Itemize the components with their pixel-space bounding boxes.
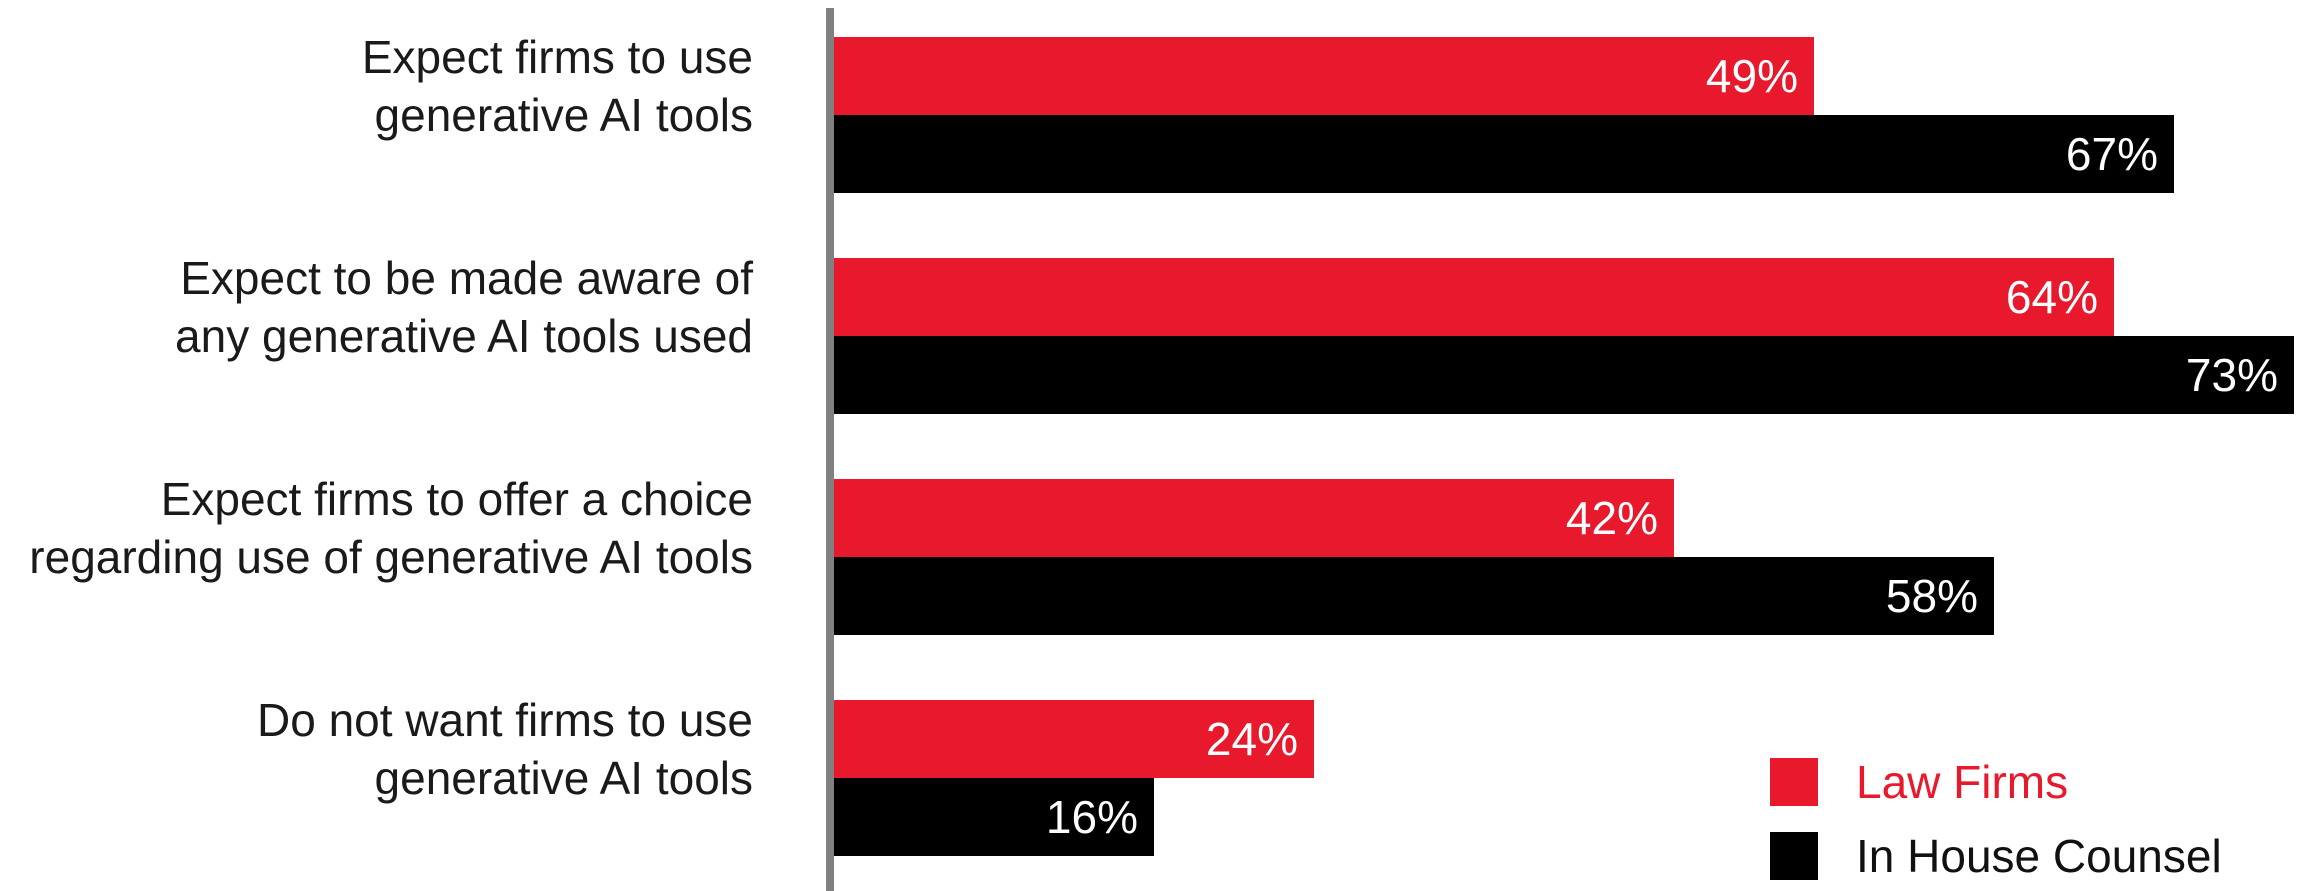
category-label: Do not want firms to use — [257, 694, 753, 746]
value-label: 42% — [1566, 492, 1658, 544]
value-label: 64% — [2006, 271, 2098, 323]
bar-law-firms-2 — [834, 258, 2114, 336]
category-labels-layer: Expect firms to use generative AI tools Ex… — [29, 31, 753, 804]
legend-label: In House Counsel — [1856, 830, 2222, 882]
value-label: 73% — [2186, 349, 2278, 401]
category-label: any generative AI tools used — [175, 310, 753, 362]
category-label: generative AI tools — [375, 89, 753, 141]
legend: Law Firms In House Counsel — [1770, 756, 2222, 882]
bar-in-house-counsel-1 — [834, 115, 2174, 193]
legend-label: Law Firms — [1856, 756, 2068, 808]
bar-in-house-counsel-2 — [834, 336, 2294, 414]
bar-law-firms-4 — [834, 700, 1314, 778]
bars-layer — [834, 37, 2294, 856]
category-label: Expect firms to use — [362, 31, 753, 83]
bar-in-house-counsel-4 — [834, 778, 1154, 856]
value-label: 58% — [1886, 570, 1978, 622]
category-label: generative AI tools — [375, 752, 753, 804]
bar-law-firms-1 — [834, 37, 1814, 115]
value-label: 16% — [1046, 791, 1138, 843]
bar-in-house-counsel-3 — [834, 557, 1994, 635]
legend-swatch-in-house-counsel — [1770, 832, 1818, 880]
category-label: Expect firms to offer a choice — [161, 473, 753, 525]
legend-swatch-law-firms — [1770, 758, 1818, 806]
category-label: Expect to be made aware of — [180, 252, 753, 304]
bar-law-firms-3 — [834, 479, 1674, 557]
category-label: regarding use of generative AI tools — [29, 531, 753, 583]
value-label: 67% — [2066, 128, 2158, 180]
value-label: 49% — [1706, 50, 1798, 102]
value-labels-layer: 49% 67% 64% 73% 42% 58% 24% 16% — [1046, 50, 2278, 843]
value-label: 24% — [1206, 713, 1298, 765]
